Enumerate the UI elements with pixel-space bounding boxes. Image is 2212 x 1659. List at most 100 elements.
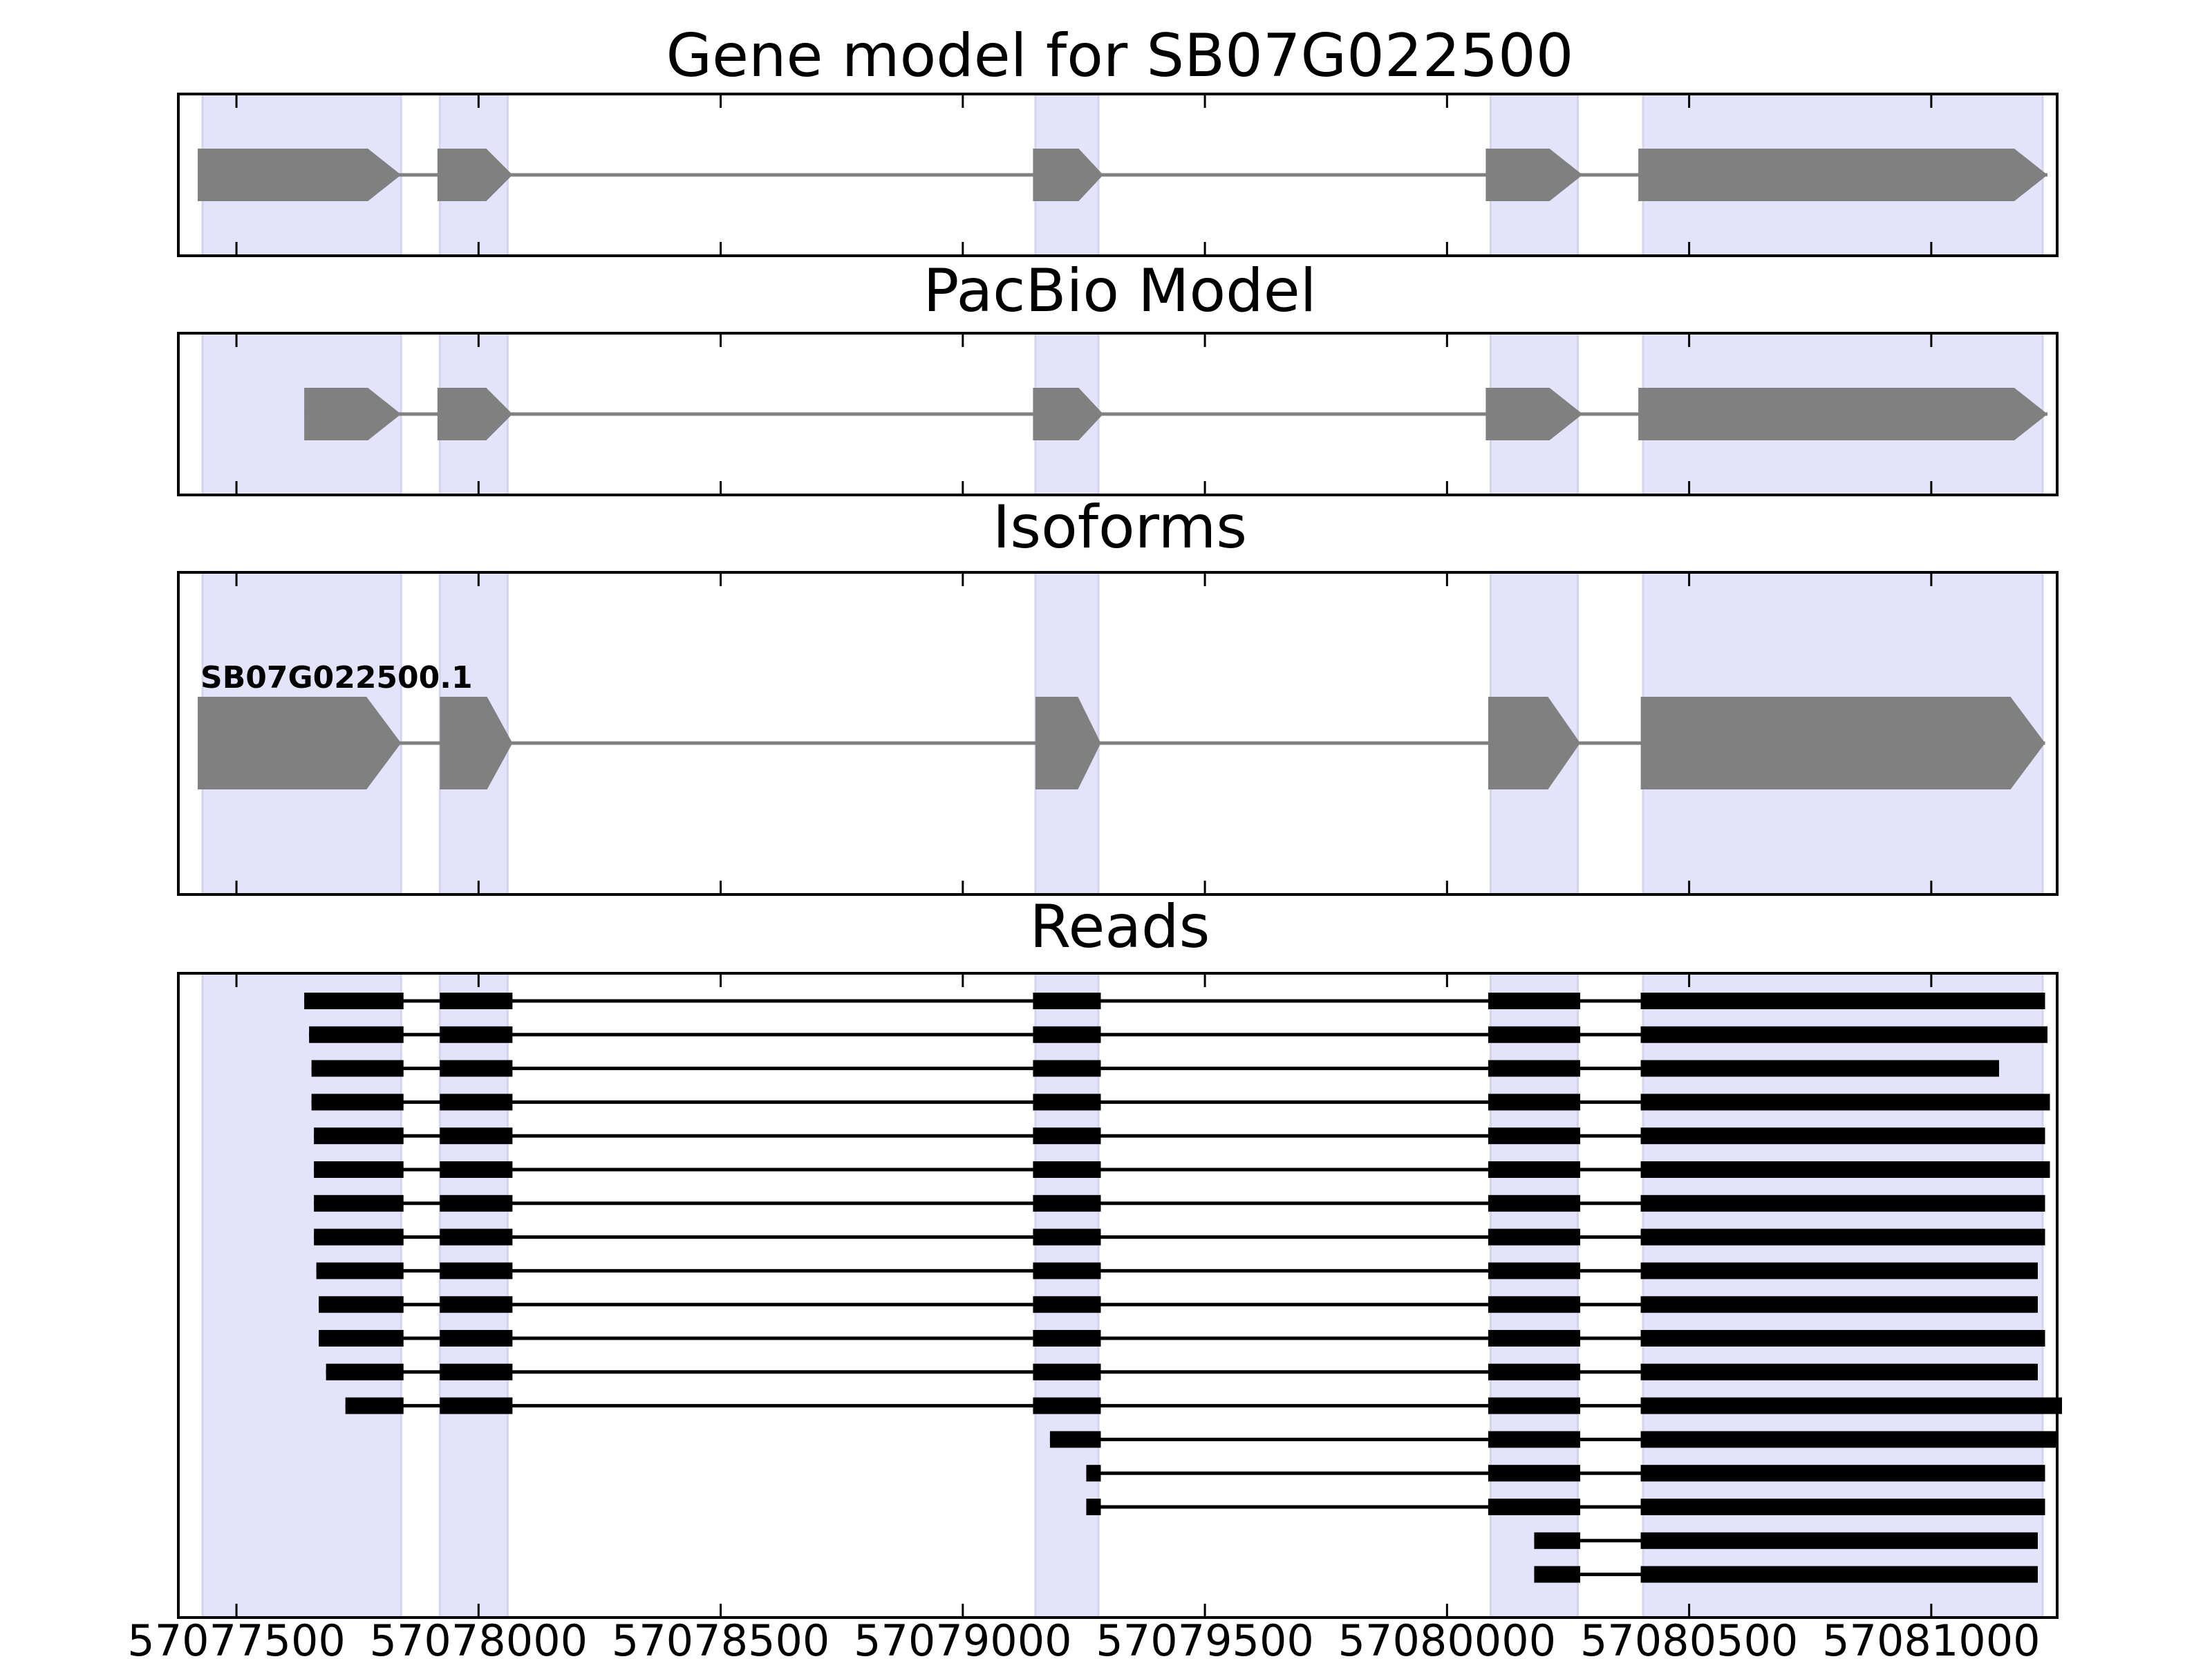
read-block-2 — [440, 1397, 513, 1414]
read-2 — [309, 1026, 2047, 1043]
panel-title-reads: Reads — [1030, 892, 1210, 962]
read-block-1 — [319, 1330, 404, 1347]
read-block-5 — [1640, 1296, 2038, 1313]
read-block-3 — [1033, 1228, 1101, 1246]
exon-5 — [1640, 697, 2045, 789]
gene-model-plot-area — [177, 93, 2059, 257]
exon-2 — [437, 388, 513, 440]
read-12 — [326, 1363, 2038, 1380]
read-block-3 — [1033, 993, 1101, 1009]
read-block-5 — [1640, 1363, 2038, 1380]
exon-3 — [1035, 697, 1101, 789]
read-block-1 — [314, 1127, 404, 1145]
read-block-2 — [1488, 1465, 1580, 1482]
x-tick-label-1: 57078000 — [370, 1615, 588, 1659]
panel-title-pacbio-model: PacBio Model — [923, 256, 1316, 326]
read-block-4 — [1488, 1296, 1580, 1313]
read-block-5 — [1640, 1127, 2045, 1145]
read-block-4 — [1488, 1228, 1580, 1246]
read-block-2 — [1640, 1532, 2038, 1549]
read-block-5 — [1640, 1094, 2050, 1111]
exon-3 — [1033, 388, 1103, 440]
read-block-4 — [1488, 1262, 1580, 1280]
read-8 — [314, 1228, 2045, 1246]
read-block-5 — [1640, 1397, 2063, 1414]
read-block-3 — [1640, 1431, 2057, 1448]
read-block-1 — [311, 1094, 404, 1111]
exon-3 — [1033, 149, 1103, 201]
read-block-1 — [1086, 1499, 1101, 1515]
exon-5 — [1638, 388, 2047, 440]
read-block-2 — [440, 1094, 513, 1111]
axes-frame — [177, 972, 2059, 1619]
read-block-5 — [1640, 1228, 2045, 1246]
read-block-1 — [316, 1262, 404, 1280]
isoform-label: SB07G022500.1 — [200, 660, 473, 695]
read-block-2 — [440, 1330, 513, 1347]
read-block-3 — [1640, 1499, 2045, 1515]
x-tick-label-7: 57081000 — [1822, 1615, 2041, 1659]
read-15 — [1086, 1465, 2045, 1482]
read-11 — [319, 1330, 2045, 1347]
read-block-3 — [1033, 1026, 1101, 1043]
x-tick-label-2: 57078500 — [612, 1615, 830, 1659]
exon-2 — [440, 697, 513, 789]
read-block-3 — [1033, 1060, 1101, 1077]
exon-4 — [1485, 149, 1583, 201]
read-block-1 — [314, 1228, 404, 1246]
read-block-3 — [1033, 1296, 1101, 1313]
panel-reads: Reads — [177, 892, 2063, 1619]
panel-pacbio-model: PacBio Model — [177, 256, 2059, 496]
read-block-3 — [1033, 1094, 1101, 1111]
read-block-1 — [314, 1161, 404, 1178]
read-7 — [314, 1194, 2045, 1212]
read-block-4 — [1488, 1330, 1580, 1347]
panel-gene-model: Gene model for SB07G022500 — [177, 21, 2059, 257]
read-block-2 — [440, 1296, 513, 1313]
read-block-5 — [1640, 1194, 2045, 1212]
exon-1 — [198, 697, 402, 789]
read-block-2 — [440, 993, 513, 1009]
read-14 — [1049, 1431, 2057, 1448]
read-5 — [314, 1127, 2045, 1145]
x-tick-label-5: 57080000 — [1338, 1615, 1557, 1659]
read-block-1 — [1049, 1431, 1101, 1448]
panel-title-isoforms: Isoforms — [993, 493, 1247, 562]
axes-frame — [177, 93, 2059, 257]
read-block-1 — [304, 993, 404, 1009]
pacbio-model-plot-area — [177, 332, 2059, 496]
read-block-2 — [440, 1228, 513, 1246]
read-block-1 — [319, 1296, 404, 1313]
read-block-1 — [309, 1026, 404, 1043]
read-block-4 — [1488, 1397, 1580, 1414]
read-block-3 — [1033, 1363, 1101, 1380]
read-block-5 — [1640, 993, 2045, 1009]
read-1 — [304, 993, 2045, 1009]
read-block-4 — [1488, 1363, 1580, 1380]
read-block-2 — [1488, 1499, 1580, 1515]
read-block-4 — [1488, 993, 1580, 1009]
read-block-5 — [1640, 1026, 2047, 1043]
reads-plot-area — [177, 972, 2063, 1619]
read-18 — [1534, 1566, 2038, 1583]
read-block-4 — [1488, 1060, 1580, 1077]
read-block-3 — [1033, 1397, 1101, 1414]
exon-4 — [1488, 697, 1580, 789]
read-10 — [319, 1296, 2038, 1313]
read-block-5 — [1640, 1262, 2038, 1280]
exon-5 — [1638, 149, 2047, 201]
read-block-1 — [1534, 1566, 1580, 1583]
read-block-4 — [1488, 1161, 1580, 1178]
x-tick-label-3: 57079000 — [854, 1615, 1072, 1659]
exon-1 — [198, 149, 402, 201]
read-block-2 — [440, 1363, 513, 1380]
panel-title-gene-model: Gene model for SB07G022500 — [666, 21, 1574, 91]
exon-1 — [304, 388, 402, 440]
read-block-4 — [1488, 1094, 1580, 1111]
read-block-2 — [440, 1194, 513, 1212]
axes-frame — [177, 332, 2059, 496]
axes-frame — [177, 571, 2059, 896]
read-block-2 — [440, 1026, 513, 1043]
read-block-3 — [1640, 1465, 2045, 1482]
